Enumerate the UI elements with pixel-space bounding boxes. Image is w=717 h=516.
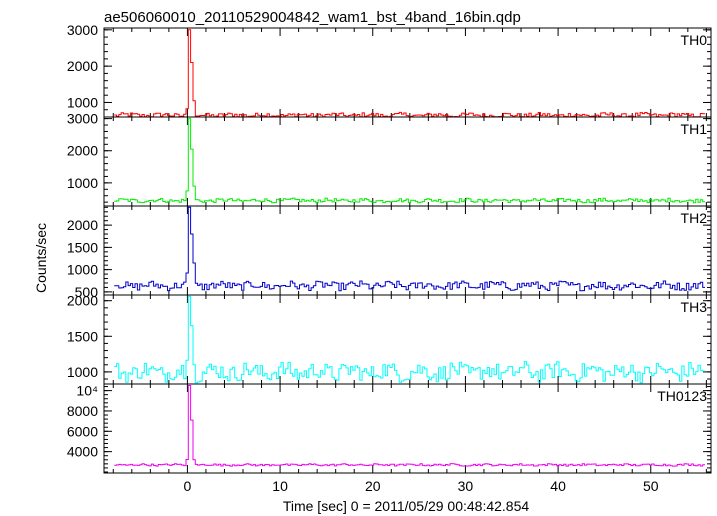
series-line	[114, 385, 705, 467]
y-tick-label: 8000	[67, 403, 98, 419]
series-line	[114, 29, 705, 118]
x-tick-label: 10	[272, 478, 288, 494]
chart-title: ae506060010_20110529004842_wam1_bst_4ban…	[104, 9, 521, 26]
y-tick-label: 6000	[67, 423, 98, 439]
x-tick-label: 40	[550, 478, 566, 494]
y-tick-label: 2000	[67, 217, 98, 233]
series-line	[114, 206, 705, 292]
panel-th1: 1000 2000 3000 TH1	[67, 111, 712, 207]
x-tick-label: 30	[458, 478, 474, 494]
series-line	[114, 295, 705, 384]
y-tick-label: 3000	[67, 111, 98, 127]
y-tick-label: 1000	[67, 262, 98, 278]
y-tick-label: 2000	[67, 293, 98, 309]
series-label: TH3	[681, 299, 708, 315]
panel-frame	[103, 383, 712, 474]
x-tick-label: 0	[184, 478, 192, 494]
y-tick-label: 1500	[67, 239, 98, 255]
panel-th2: 500 1000 1500 2000 TH2	[67, 205, 712, 300]
y-tick-label: 2000	[67, 143, 98, 159]
y-axis-label: Counts/sec	[33, 223, 49, 293]
y-tick-label: 1000	[67, 94, 98, 110]
y-tick-label: 1500	[67, 328, 98, 344]
x-tick-label: 20	[365, 478, 381, 494]
panel-th0: 1000 2000 3000 TH0	[67, 22, 712, 118]
y-tick-label: 3000	[67, 22, 98, 38]
y-tick-label: 500	[75, 284, 99, 300]
series-label: TH0	[681, 32, 708, 48]
y-tick-label: 1000	[67, 175, 98, 191]
y-tick-label: 10⁴	[76, 383, 98, 399]
y-tick-label: 4000	[67, 444, 98, 460]
y-tick-label: 1000	[67, 364, 98, 380]
panel-th0123: 4000 6000 8000 10⁴ TH0123	[67, 383, 712, 474]
y-tick-label: 2000	[67, 58, 98, 74]
panels: 100020003000TH0100020003000TH15001000150…	[67, 22, 712, 494]
series-label: TH1	[681, 121, 708, 137]
series-label: TH0123	[657, 388, 707, 404]
x-axis-label: Time [sec] 0 = 2011/05/29 00:48:42.854	[283, 498, 530, 514]
series-line	[114, 118, 705, 204]
series-label: TH2	[681, 210, 708, 226]
x-tick-label: 50	[643, 478, 659, 494]
panel-th3: 1000 1500 2000 TH3	[67, 293, 712, 385]
